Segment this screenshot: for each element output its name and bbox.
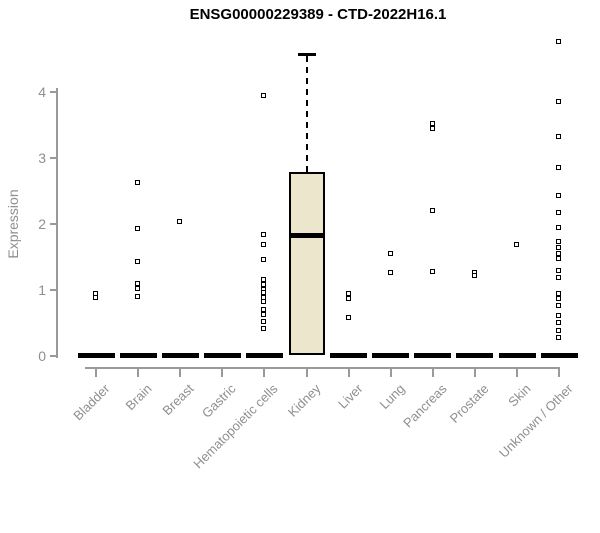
- outlier-point: [556, 275, 562, 281]
- whisker-cap: [297, 52, 316, 56]
- x-axis-tick: [473, 369, 476, 377]
- y-tick-label: 3: [38, 149, 46, 166]
- outlier-point: [177, 219, 183, 225]
- outlier-point: [556, 210, 562, 216]
- x-axis-tick: [558, 369, 561, 377]
- outlier-point: [345, 314, 351, 320]
- outlier-point: [556, 334, 562, 340]
- outlier-point: [135, 180, 141, 186]
- outlier-point: [556, 224, 562, 230]
- upper-whisker: [305, 55, 308, 173]
- x-axis-tick: [263, 369, 266, 377]
- outlier-point: [261, 281, 267, 287]
- x-axis-tick: [431, 369, 434, 377]
- zero-median-bar: [161, 353, 199, 358]
- x-axis-line: [85, 367, 560, 369]
- outlier-point: [429, 208, 435, 214]
- outlier-point: [261, 92, 267, 98]
- outlier-point: [345, 296, 351, 302]
- outlier-point: [429, 125, 435, 131]
- chart-title: ENSG00000229389 - CTD-2022H16.1: [189, 6, 447, 23]
- y-axis-tick: [50, 156, 57, 159]
- outlier-point: [556, 239, 562, 245]
- outlier-point: [135, 259, 141, 265]
- x-axis-tick: [221, 369, 224, 377]
- outlier-point: [556, 164, 562, 170]
- outlier-point: [556, 268, 562, 274]
- outlier-point: [556, 256, 562, 262]
- outlier-point: [556, 250, 562, 256]
- outlier-point: [135, 286, 141, 292]
- outlier-point: [261, 298, 267, 304]
- zero-median-bar: [77, 353, 115, 358]
- outlier-point: [387, 269, 393, 275]
- y-tick-label: 0: [38, 347, 46, 364]
- outlier-point: [556, 98, 562, 104]
- expression-boxplot-chart: ENSG00000229389 - CTD-2022H16.1 Expressi…: [5, 6, 578, 471]
- x-axis-tick: [347, 369, 350, 377]
- outlier-point: [556, 291, 562, 297]
- zero-median-bar: [498, 353, 536, 358]
- y-axis-tick: [50, 91, 57, 93]
- y-axis-line: [56, 88, 58, 358]
- outlier-point: [556, 327, 562, 333]
- outlier-point: [135, 225, 141, 231]
- outlier-point: [93, 295, 98, 301]
- outlier-point: [514, 241, 519, 247]
- outlier-point: [261, 242, 267, 248]
- outlier-point: [429, 121, 435, 127]
- outlier-point: [261, 312, 267, 318]
- outlier-point: [556, 296, 562, 302]
- median-line: [288, 233, 325, 239]
- y-tick-label: 1: [38, 281, 46, 298]
- outlier-point: [471, 272, 477, 278]
- x-axis-tick: [389, 369, 392, 377]
- outlier-point: [429, 269, 435, 275]
- x-axis-tick: [305, 369, 308, 377]
- outlier-point: [261, 277, 267, 283]
- box: [288, 172, 325, 356]
- zero-median-bar: [456, 353, 494, 358]
- outlier-point: [556, 39, 562, 45]
- y-tick-label: 4: [38, 84, 46, 100]
- outlier-point: [261, 257, 267, 263]
- x-axis-tick: [95, 369, 97, 377]
- outlier-point: [556, 192, 562, 198]
- outlier-point: [345, 291, 351, 297]
- x-axis-tick: [179, 369, 182, 377]
- outlier-point: [135, 293, 141, 299]
- x-axis-tick: [516, 369, 518, 377]
- y-axis-tick: [50, 222, 57, 225]
- y-axis-tick: [50, 288, 57, 291]
- outlier-point: [135, 280, 141, 286]
- outlier-point: [556, 320, 562, 326]
- zero-median-bar: [414, 353, 452, 358]
- y-axis-tick: [50, 354, 57, 357]
- zero-median-bar: [330, 353, 368, 358]
- outlier-point: [556, 313, 562, 319]
- zero-median-bar: [372, 353, 410, 358]
- outlier-point: [556, 244, 562, 250]
- y-tick-label: 2: [38, 215, 46, 232]
- outlier-point: [261, 325, 267, 331]
- x-axis-tick: [137, 369, 140, 377]
- zero-median-bar: [540, 353, 578, 358]
- outlier-point: [261, 318, 267, 324]
- outlier-point: [261, 290, 267, 296]
- zero-median-bar: [119, 353, 157, 358]
- outlier-point: [261, 232, 267, 238]
- outlier-point: [387, 250, 393, 256]
- zero-median-bar: [245, 353, 283, 358]
- outlier-point: [556, 133, 562, 139]
- zero-median-bar: [203, 353, 241, 358]
- outlier-point: [556, 302, 562, 308]
- outlier-point: [261, 306, 267, 312]
